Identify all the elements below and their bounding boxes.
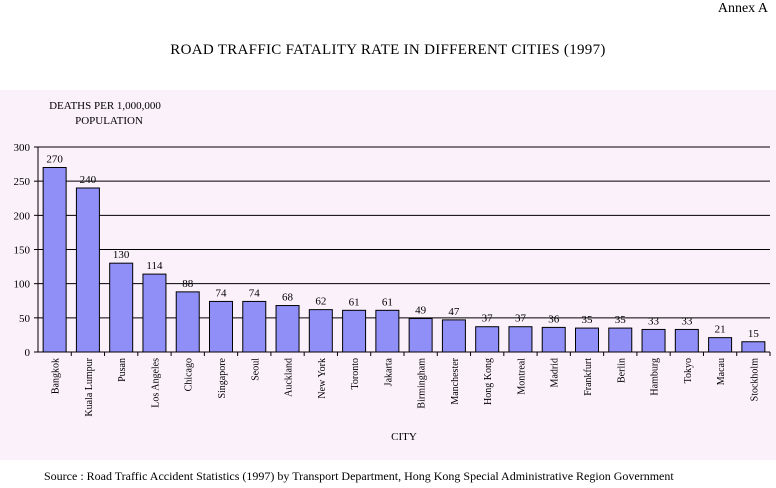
bars	[42, 167, 766, 353]
y-tick-label: 50	[19, 313, 31, 325]
x-tick-label: Seoul	[250, 358, 261, 381]
y-tick-label: 150	[14, 245, 31, 257]
bar	[42, 167, 67, 353]
bar	[308, 309, 333, 353]
x-tick-label: Pusan	[117, 358, 128, 382]
x-tick-label: Birmingham	[417, 358, 428, 409]
data-label: 74	[216, 287, 228, 299]
x-tick-label: Madrid	[550, 358, 561, 387]
bar	[375, 309, 400, 353]
annex-label: Annex A	[717, 1, 768, 16]
data-label: 37	[482, 313, 494, 325]
data-label: 68	[282, 292, 294, 304]
x-axis-labels: Bangkok Kuala Lumpur Pusan Los Angeles Chica…	[51, 352, 771, 417]
x-tick-label: Tokyo	[683, 358, 694, 383]
bar	[441, 319, 466, 353]
y-tick-label: 100	[14, 279, 31, 291]
data-label: 74	[249, 287, 261, 299]
data-label: 240	[80, 174, 97, 186]
bar	[708, 337, 733, 353]
data-label: 49	[415, 305, 427, 317]
data-label: 33	[648, 315, 660, 327]
data-label: 114	[146, 260, 163, 272]
x-tick-label: Los Angeles	[150, 358, 161, 408]
bar	[75, 187, 100, 353]
bar	[674, 328, 699, 353]
bar	[541, 326, 566, 353]
bar	[175, 291, 200, 353]
x-tick-label: Kuala Lumpur	[84, 357, 95, 416]
x-tick-label: Jakarta	[383, 357, 394, 386]
data-label: 88	[182, 278, 194, 290]
x-tick-label: Hong Kong	[483, 358, 494, 405]
x-tick-label: Singapore	[217, 357, 228, 398]
data-label: 35	[582, 314, 594, 326]
bar	[142, 273, 167, 353]
data-label: 36	[548, 313, 560, 325]
data-label: 130	[113, 249, 130, 261]
source-note: Source : Road Traffic Accident Statistic…	[44, 469, 674, 483]
data-label: 270	[46, 154, 63, 166]
y-tick-label: 0	[25, 347, 31, 359]
bar	[641, 328, 666, 353]
x-tick-label: Frankfurt	[583, 358, 594, 396]
bar	[275, 305, 300, 353]
data-label: 15	[748, 328, 760, 340]
data-label: 37	[515, 313, 527, 325]
bar	[508, 326, 533, 353]
x-tick-label: Macau	[716, 358, 727, 385]
data-label: 35	[615, 314, 627, 326]
x-tick-label: Toronto	[350, 358, 361, 390]
data-labels: 270 240 130 114 88 74 74 68 62 61 61 49 47 37 37 36 35 35…	[46, 154, 759, 340]
x-tick-label: Bangkok	[51, 358, 62, 394]
x-tick-label: Montreal	[516, 358, 527, 395]
bar	[575, 327, 599, 353]
bar	[408, 318, 433, 353]
bar	[475, 326, 500, 353]
bar	[209, 300, 233, 353]
y-axis-label-line-2: POPULATION	[75, 115, 143, 127]
data-label: 61	[349, 296, 360, 308]
x-tick-label: Chicago	[184, 358, 195, 391]
data-label: 62	[315, 296, 326, 308]
y-axis-ticks: 0 50 100 150 200 250 300	[14, 142, 38, 359]
data-label: 21	[715, 324, 726, 336]
x-tick-label: New York	[317, 358, 328, 399]
bar	[608, 327, 633, 353]
y-tick-label: 300	[14, 142, 31, 154]
data-label: 61	[382, 296, 393, 308]
y-tick-label: 200	[14, 210, 31, 222]
x-tick-label: Berlin	[616, 358, 627, 383]
y-tick-label: 250	[14, 176, 31, 188]
bar	[242, 300, 267, 353]
x-tick-label: Manchester	[450, 357, 461, 404]
x-tick-label: Stockholm	[749, 358, 760, 402]
chart-title: ROAD TRAFFIC FATALITY RATE IN DIFFERENT …	[170, 42, 606, 58]
y-axis-label-line-1: DEATHS PER 1,000,000	[49, 100, 161, 112]
data-label: 47	[448, 306, 460, 318]
bar	[741, 341, 766, 353]
bar	[109, 262, 134, 353]
x-tick-label: Auckland	[284, 358, 295, 397]
bar	[342, 309, 367, 353]
x-tick-label: Hamburg	[650, 358, 661, 396]
x-axis-label: CITY	[391, 431, 417, 443]
data-label: 33	[681, 315, 693, 327]
